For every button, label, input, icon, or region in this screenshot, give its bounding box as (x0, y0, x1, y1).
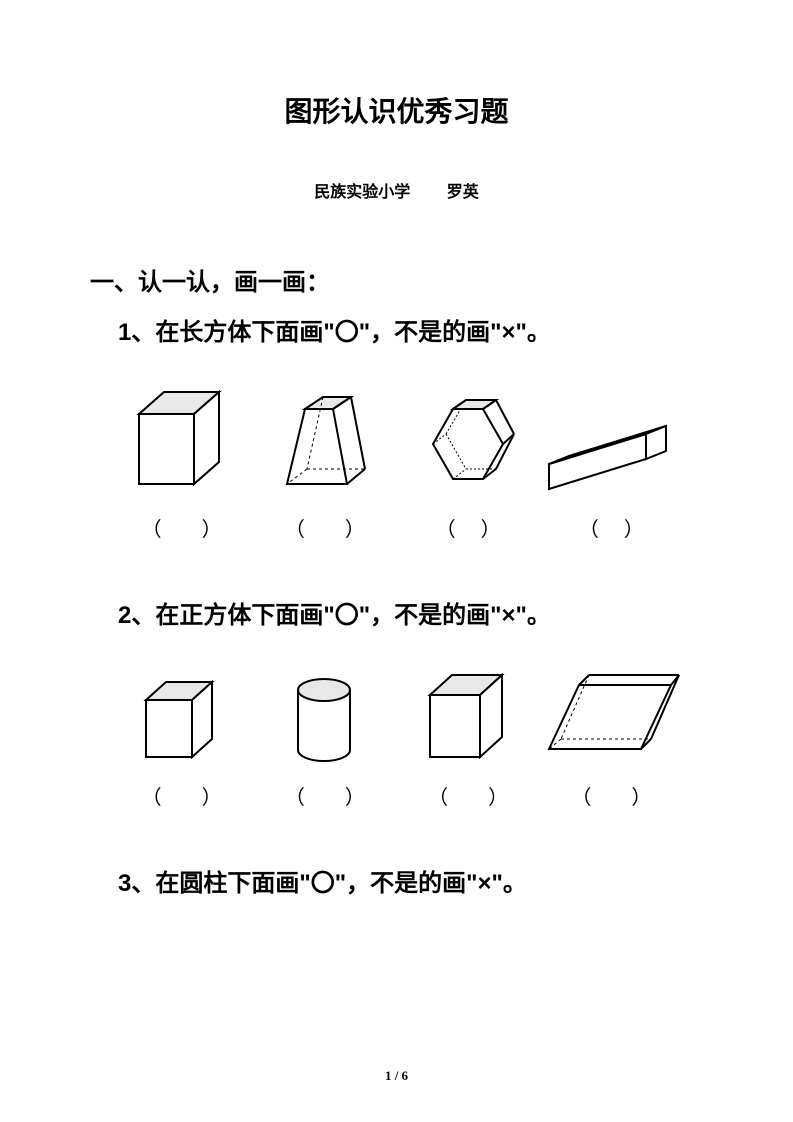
answer-row-2: （ ） （ ） （ ） （ ） (110, 781, 683, 810)
shape-cube-mid (397, 667, 540, 767)
answer-blank: （ ） (397, 513, 540, 542)
shape-trapezoid-prism (253, 389, 396, 499)
shape-rect-bar (540, 424, 683, 499)
shape-cylinder (253, 672, 396, 767)
question-2: 2、在正方体下面画"〇"，不是的画"×"。 (118, 598, 703, 634)
section-heading: 一、认一认，画一画： (90, 262, 703, 297)
answer-blank: （ ） (110, 781, 253, 810)
answer-blank: （ ） (253, 781, 396, 810)
shapes-row-2 (110, 662, 683, 767)
answer-row-1: （ ） （ ） （ ） （ ） (110, 513, 683, 542)
page-title: 图形认识优秀习题 (90, 90, 703, 130)
shape-hex-prism (397, 394, 540, 499)
answer-blank: （ ） (540, 781, 683, 810)
author-name: 罗英 (447, 184, 479, 201)
shape-cube-small (110, 672, 253, 767)
answer-blank: （ ） (397, 781, 540, 810)
shape-cube (110, 384, 253, 499)
answer-blank: （ ） (253, 513, 396, 542)
school-name: 民族实验小学 (314, 178, 410, 202)
question-1: 1、在长方体下面画"〇"，不是的画"×"。 (118, 315, 703, 351)
shapes-row-1 (110, 379, 683, 499)
subtitle: 民族实验小学 罗英 (90, 178, 703, 202)
page-number: 1 / 6 (0, 1068, 793, 1084)
answer-blank: （ ） (540, 513, 683, 542)
question-3: 3、在圆柱下面画"〇"，不是的画"×"。 (118, 866, 703, 902)
answer-blank: （ ） (110, 513, 253, 542)
shape-parallelogram-prism (540, 667, 683, 767)
